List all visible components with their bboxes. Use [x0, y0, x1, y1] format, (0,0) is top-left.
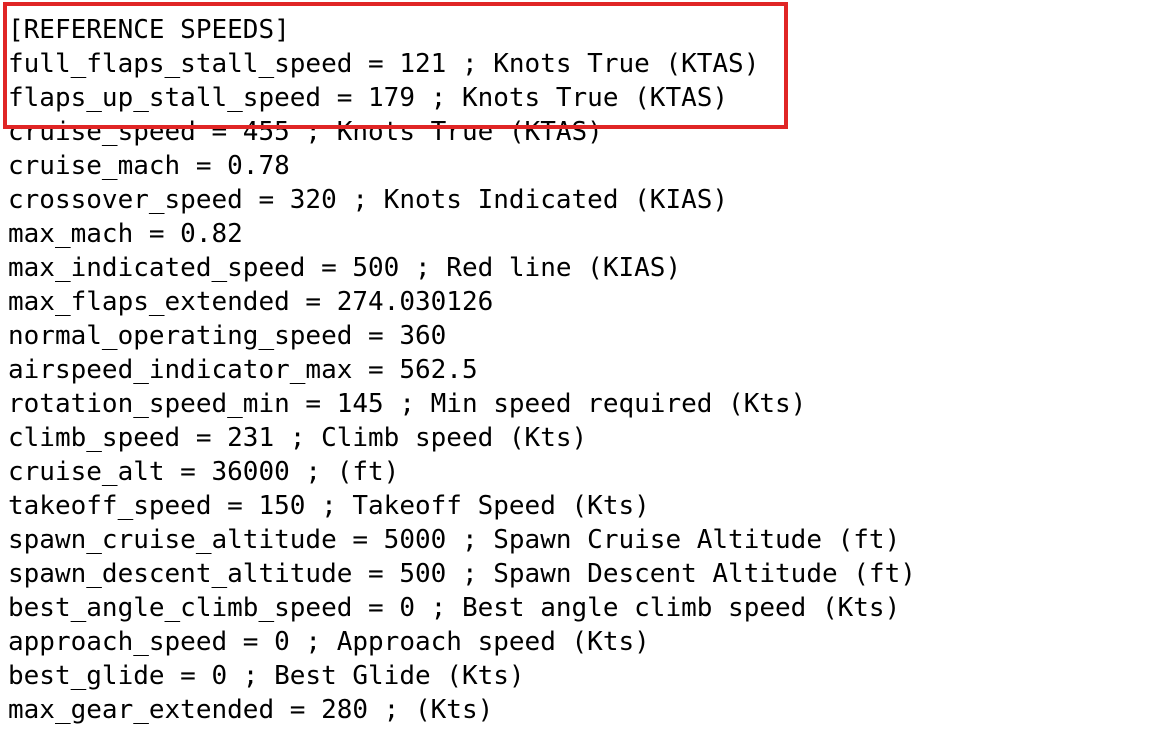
config-line-best-glide: best_glide = 0 ; Best Glide (Kts)	[8, 661, 525, 691]
config-line-max-indicated-speed: max_indicated_speed = 500 ; Red line (KI…	[8, 253, 682, 283]
config-line-max-flaps-extended: max_flaps_extended = 274.030126	[8, 287, 494, 317]
config-line-flaps-up-stall-speed: flaps_up_stall_speed = 179 ; Knots True …	[8, 83, 729, 113]
config-line-cruise-mach: cruise_mach = 0.78	[8, 151, 290, 181]
config-line-best-angle-climb-speed: best_angle_climb_speed = 0 ; Best angle …	[8, 593, 901, 623]
config-file-view: [REFERENCE SPEEDS] full_flaps_stall_spee…	[8, 13, 916, 727]
config-line-rotation-speed-min: rotation_speed_min = 145 ; Min speed req…	[8, 389, 807, 419]
config-line-cruise-speed: cruise_speed = 455 ; Knots True (KTAS)	[8, 117, 603, 147]
config-line-crossover-speed: crossover_speed = 320 ; Knots Indicated …	[8, 185, 729, 215]
config-line-max-gear-extended: max_gear_extended = 280 ; (Kts)	[8, 695, 494, 725]
config-line-climb-speed: climb_speed = 231 ; Climb speed (Kts)	[8, 423, 588, 453]
section-header: [REFERENCE SPEEDS]	[8, 15, 290, 45]
config-line-takeoff-speed: takeoff_speed = 150 ; Takeoff Speed (Kts…	[8, 491, 650, 521]
config-line-spawn-cruise-altitude: spawn_cruise_altitude = 5000 ; Spawn Cru…	[8, 525, 901, 555]
config-line-airspeed-indicator-max: airspeed_indicator_max = 562.5	[8, 355, 478, 385]
config-line-normal-operating-speed: normal_operating_speed = 360	[8, 321, 447, 351]
config-line-cruise-alt: cruise_alt = 36000 ; (ft)	[8, 457, 400, 487]
config-line-spawn-descent-altitude: spawn_descent_altitude = 500 ; Spawn Des…	[8, 559, 916, 589]
config-line-full-flaps-stall-speed: full_flaps_stall_speed = 121 ; Knots Tru…	[8, 49, 760, 79]
config-line-max-mach: max_mach = 0.82	[8, 219, 243, 249]
config-line-approach-speed: approach_speed = 0 ; Approach speed (Kts…	[8, 627, 650, 657]
